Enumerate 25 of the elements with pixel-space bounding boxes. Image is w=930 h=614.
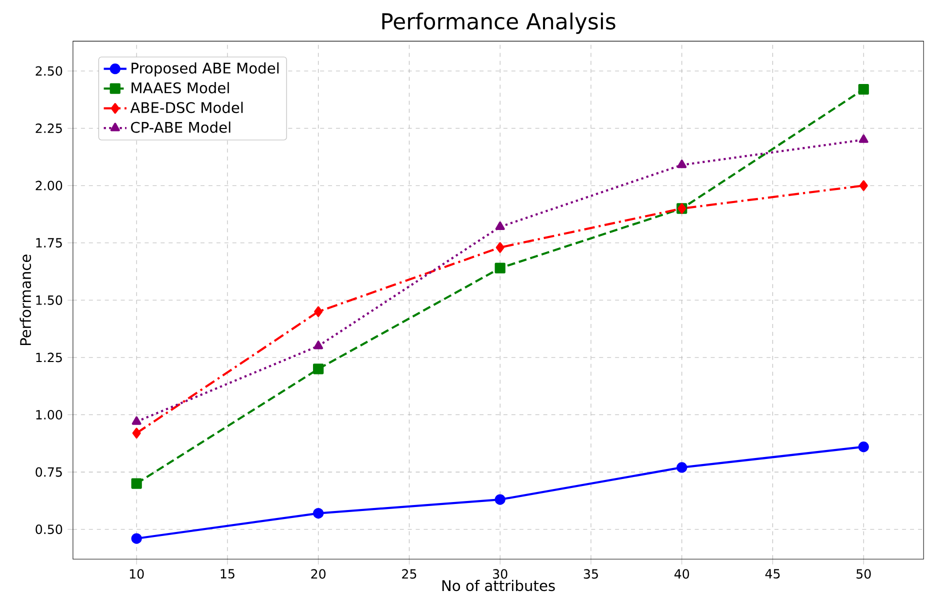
legend-label: CP-ABE Model bbox=[131, 122, 230, 133]
y-tick-label: 1.25 bbox=[36, 352, 62, 362]
x-tick-label: 15 bbox=[220, 569, 234, 579]
x-axis-title: No of attributes bbox=[442, 580, 555, 592]
y-tick-label: 0.50 bbox=[36, 524, 62, 534]
legend-label: ABE-DSC Model bbox=[130, 102, 243, 114]
chart-title: Performance Analysis bbox=[382, 12, 616, 34]
x-tick-label: 10 bbox=[130, 569, 144, 579]
y-tick-label: 2.50 bbox=[36, 66, 62, 76]
x-tick-label: 25 bbox=[402, 569, 416, 579]
x-tick-label: 50 bbox=[856, 569, 871, 579]
y-tick-label: 2.00 bbox=[36, 180, 62, 190]
legend-label: Proposed ABE Model bbox=[132, 62, 279, 76]
y-tick-label: 1.00 bbox=[36, 410, 62, 420]
legend-label: MAAES Model bbox=[132, 82, 229, 94]
y-tick-label: 1.50 bbox=[36, 295, 62, 305]
y-tick-label: 0.75 bbox=[36, 467, 62, 477]
y-tick-label: 1.75 bbox=[36, 238, 62, 248]
x-tick-label: 40 bbox=[674, 569, 690, 579]
x-tick-label: 45 bbox=[765, 569, 780, 579]
y-tick-label: 2.25 bbox=[36, 124, 62, 134]
x-tick-label: 20 bbox=[311, 569, 326, 579]
x-tick-label: 30 bbox=[493, 569, 508, 579]
y-axis-title: Performance bbox=[20, 254, 32, 346]
x-tick-label: 35 bbox=[584, 569, 598, 579]
